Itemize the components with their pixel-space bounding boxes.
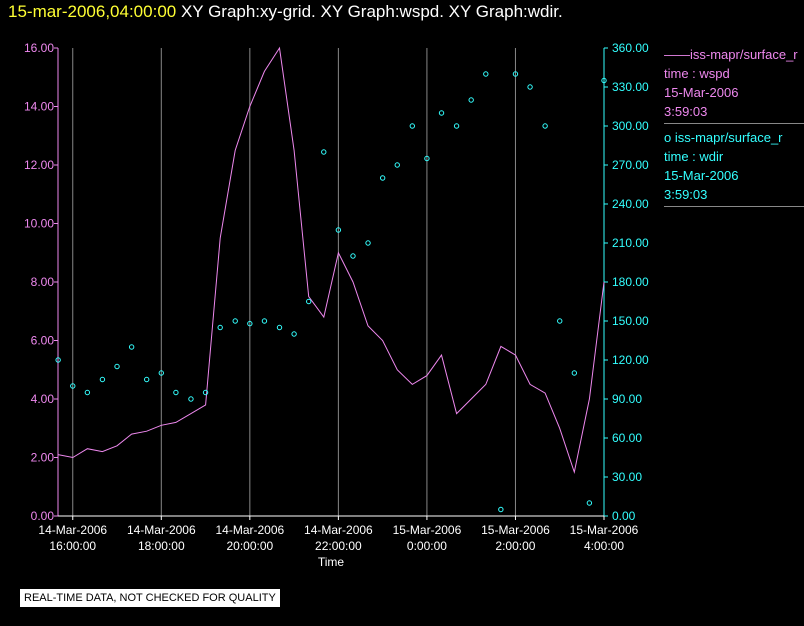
- wdir-data-point: [70, 383, 76, 389]
- y-right-tick-label: 210.00: [612, 236, 649, 250]
- wdir-data-point: [512, 71, 519, 77]
- y-left-tick-label: 0.00: [31, 509, 55, 523]
- x-tick-label-date: 14-Mar-2006: [38, 523, 107, 537]
- wdir-data-point: [173, 389, 179, 396]
- wdir-data-point: [291, 331, 297, 337]
- y-right-tick-label: 360.00: [612, 41, 649, 55]
- y-left-tick-label: 16.00: [24, 41, 54, 55]
- wdir-data-point: [321, 149, 327, 155]
- wdir-data-point: [276, 324, 283, 331]
- legend-series-label: time : wspd: [664, 66, 730, 81]
- legend-source: ——iss-mapr/surface_r: [664, 47, 798, 62]
- x-tick-label-time: 16:00:00: [49, 539, 96, 553]
- x-tick-label-date: 14-Mar-2006: [127, 523, 196, 537]
- quality-notice: REAL-TIME DATA, NOT CHECKED FOR QUALITY: [20, 589, 280, 607]
- y-right-tick-label: 270.00: [612, 158, 649, 172]
- legend: ——iss-mapr/surface_r time : wspd 15-Mar-…: [664, 45, 804, 211]
- legend-time: 3:59:03: [664, 187, 708, 202]
- legend-date: 15-Mar-2006: [664, 85, 739, 100]
- legend-entry-wspd: ——iss-mapr/surface_r time : wspd 15-Mar-…: [664, 45, 804, 124]
- title-timestamp: 15-mar-2006,04:00:00: [8, 2, 177, 21]
- legend-entry-wdir: o iss-mapr/surface_r time : wdir 15-Mar-…: [664, 128, 804, 207]
- wdir-data-point: [217, 324, 223, 331]
- wdir-data-point: [84, 389, 91, 396]
- wdir-data-point: [542, 123, 548, 129]
- x-tick-label-date: 14-Mar-2006: [215, 523, 284, 537]
- wdir-data-point: [468, 97, 474, 103]
- wdir-data-point: [350, 253, 356, 259]
- y-right-tick-label: 120.00: [612, 353, 649, 367]
- y-left-tick-label: 8.00: [31, 275, 55, 289]
- y-right-tick-label: 330.00: [612, 80, 649, 94]
- wdir-data-point: [379, 175, 386, 181]
- wdir-data-point: [365, 240, 371, 246]
- wdir-data-point: [394, 162, 400, 168]
- wdir-data-point: [99, 376, 106, 383]
- x-tick-label-time: 0:00:00: [407, 539, 447, 553]
- y-right-tick-label: 60.00: [612, 431, 642, 445]
- y-right-tick-label: 0.00: [612, 509, 636, 523]
- legend-line-symbol: ——: [664, 47, 690, 62]
- wdir-data-point: [424, 155, 430, 162]
- wdir-data-point: [55, 357, 61, 363]
- y-right-tick-label: 30.00: [612, 470, 642, 484]
- y-left-tick-label: 14.00: [24, 100, 54, 114]
- wdir-data-point: [438, 110, 445, 116]
- x-tick-label-time: 18:00:00: [138, 539, 185, 553]
- x-tick-label-date: 15-Mar-2006: [393, 523, 462, 537]
- wdir-data-point: [586, 500, 593, 506]
- legend-series-label: time : wdir: [664, 149, 724, 164]
- y-right-tick-label: 300.00: [612, 119, 649, 133]
- y-right-tick-label: 150.00: [612, 314, 649, 328]
- wdir-data-point: [306, 298, 312, 305]
- y-right-tick-label: 240.00: [612, 197, 649, 211]
- wdir-data-point: [143, 376, 150, 383]
- x-tick-label-time: 2:00:00: [495, 539, 535, 553]
- title-graph-list: XY Graph:xy-grid. XY Graph:wspd. XY Grap…: [180, 2, 563, 21]
- x-axis-label: Time: [318, 555, 345, 569]
- wdir-data-point: [158, 370, 164, 376]
- wdir-data-point: [335, 227, 342, 233]
- wdir-data-point: [128, 344, 135, 350]
- wdir-data-point: [571, 370, 578, 376]
- wdir-data-point: [202, 389, 209, 396]
- x-tick-label-time: 20:00:00: [226, 539, 273, 553]
- legend-source: o iss-mapr/surface_r: [664, 130, 783, 145]
- wdir-data-point: [114, 363, 120, 370]
- y-left-tick-label: 12.00: [24, 158, 54, 172]
- wdir-data-point: [527, 84, 533, 90]
- wdir-data-point: [188, 396, 194, 402]
- wdir-data-point: [232, 318, 238, 324]
- x-tick-label-time: 22:00:00: [315, 539, 362, 553]
- wdir-data-point: [453, 123, 460, 129]
- y-left-tick-label: 10.00: [24, 217, 54, 231]
- y-left-tick-label: 2.00: [31, 451, 55, 465]
- wdir-data-point: [483, 71, 489, 77]
- x-tick-label-date: 15-Mar-2006: [570, 523, 639, 537]
- y-right-tick-label: 180.00: [612, 275, 649, 289]
- wdir-data-point: [601, 77, 607, 84]
- y-left-tick-label: 4.00: [31, 392, 55, 406]
- y-left-tick-label: 6.00: [31, 334, 55, 348]
- x-tick-label-date: 14-Mar-2006: [304, 523, 373, 537]
- legend-point-symbol: o: [664, 130, 672, 145]
- wdir-data-point: [409, 123, 416, 129]
- x-tick-label-date: 15-Mar-2006: [481, 523, 550, 537]
- x-tick-label-time: 4:00:00: [584, 539, 624, 553]
- wdir-data-point: [247, 320, 253, 327]
- wdir-data-point: [261, 318, 268, 324]
- chart-title: 15-mar-2006,04:00:00 XY Graph:xy-grid. X…: [8, 2, 563, 22]
- wdir-data-point: [557, 318, 563, 324]
- wdir-data-point: [498, 506, 504, 513]
- legend-time: 3:59:03: [664, 104, 708, 119]
- y-right-tick-label: 90.00: [612, 392, 642, 406]
- wspd-series-line: [58, 46, 605, 475]
- legend-date: 15-Mar-2006: [664, 168, 739, 183]
